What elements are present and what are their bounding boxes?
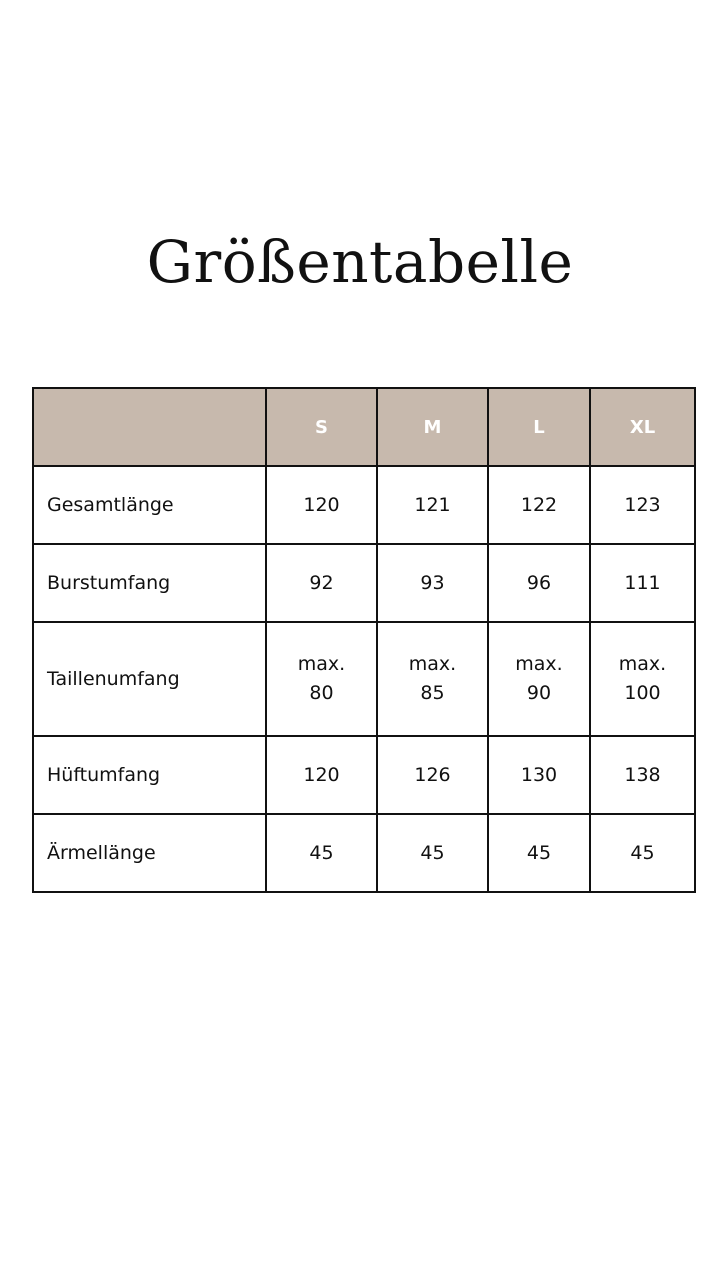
value-cell: 45 [487,813,591,893]
page-title: Größentabelle [146,228,574,296]
value-cell: 120 [265,465,378,545]
size-header-s: S [265,387,378,467]
value-cell: 45 [376,813,489,893]
row-label: Gesamtlänge [32,465,267,545]
row-label: Burstumfang [32,543,267,623]
corner-cell [32,387,267,467]
value-cell: 45 [589,813,696,893]
table-row: Hüftumfang 120 126 130 138 [32,735,696,815]
value-cell: 126 [376,735,489,815]
value-cell: 123 [589,465,696,545]
table-row: Ärmellänge 45 45 45 45 [32,813,696,893]
table-row: Taillenumfang max. 80 max. 85 max. 90 max. 1… [32,621,696,737]
header-row: S M L XL [32,387,696,467]
row-label: Ärmellänge [32,813,267,893]
value-cell: max. 80 [265,621,378,737]
value-cell: 120 [265,735,378,815]
size-table: S M L XL Gesamtlänge 120 121 122 123 Burstumf… [32,387,696,893]
row-label: Hüftumfang [32,735,267,815]
value-cell: max. 100 [589,621,696,737]
table-row: Burstumfang 92 93 96 111 [32,543,696,623]
value-cell: 45 [265,813,378,893]
value-cell: max. 90 [487,621,591,737]
value-cell: 93 [376,543,489,623]
value-cell: 92 [265,543,378,623]
value-cell: 122 [487,465,591,545]
value-cell: 130 [487,735,591,815]
value-cell: 121 [376,465,489,545]
row-label: Taillenumfang [32,621,267,737]
size-header-l: L [487,387,591,467]
size-header-xl: XL [589,387,696,467]
size-header-m: M [376,387,489,467]
table-row: Gesamtlänge 120 121 122 123 [32,465,696,545]
value-cell: max. 85 [376,621,489,737]
value-cell: 111 [589,543,696,623]
value-cell: 96 [487,543,591,623]
value-cell: 138 [589,735,696,815]
